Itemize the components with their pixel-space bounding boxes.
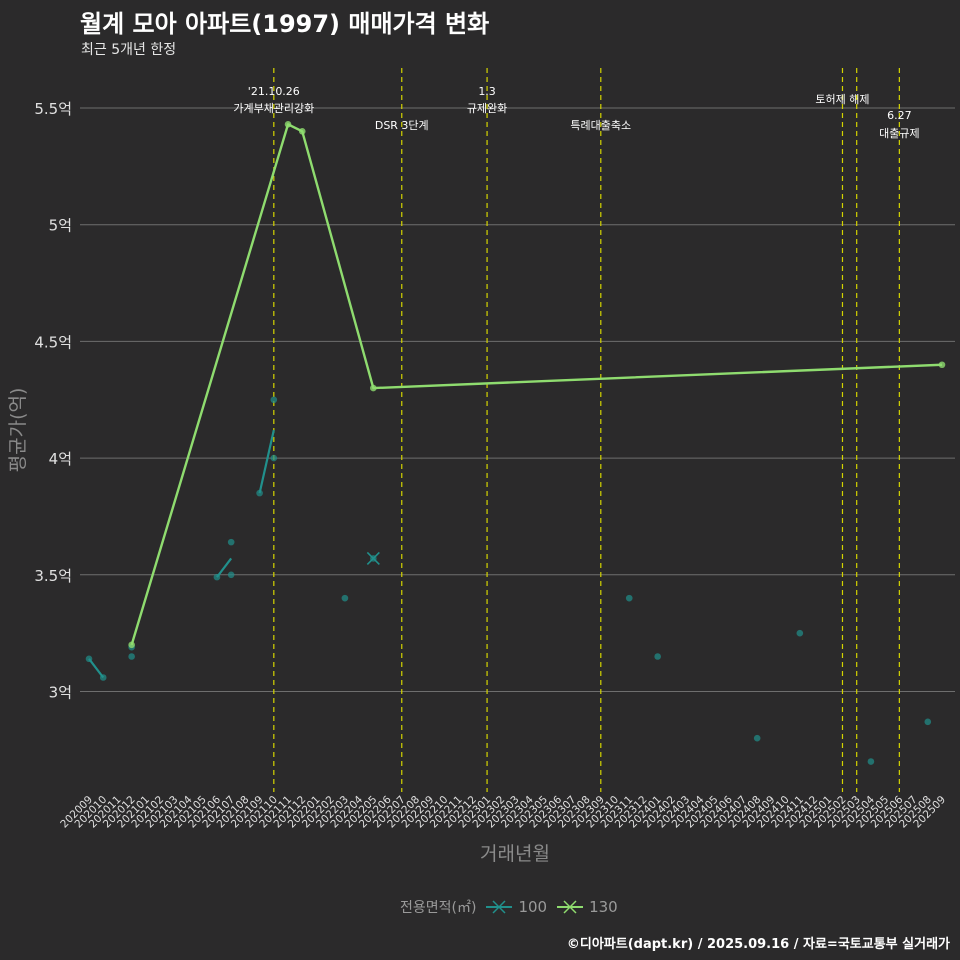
data-point-130 bbox=[298, 128, 306, 135]
data-marker-x bbox=[366, 551, 380, 566]
data-point-100 bbox=[128, 653, 135, 660]
series-line-100 bbox=[258, 429, 275, 494]
data-point-100 bbox=[924, 718, 932, 726]
data-point-100 bbox=[270, 454, 278, 462]
data-point-100 bbox=[256, 489, 263, 497]
legend-key-100 bbox=[486, 900, 513, 914]
event-label: 가계부채관리강화 bbox=[233, 102, 314, 115]
data-point-100 bbox=[753, 734, 761, 742]
y-tick-label: 4억 bbox=[49, 450, 72, 468]
chart-title: 월계 모아 아파트(1997) 매매가격 변화 bbox=[80, 10, 490, 38]
data-point-100 bbox=[796, 629, 804, 637]
series-line-130 bbox=[130, 123, 943, 646]
legend-label-130: 130 bbox=[589, 898, 618, 916]
data-point-100 bbox=[625, 594, 633, 602]
legend-title: 전용면적(㎡) bbox=[400, 900, 477, 916]
source-caption: ©디아파트(dapt.kr) / 2025.09.16 / 자료=국토교통부 실… bbox=[566, 937, 950, 952]
event-label: '21.10.26 bbox=[248, 85, 300, 98]
event-label: 1.3 bbox=[478, 85, 496, 98]
series-line-100 bbox=[216, 557, 233, 578]
event-label: 토허제 해제 bbox=[815, 92, 869, 106]
series-line-100 bbox=[88, 658, 105, 679]
event-label: 대출규제 bbox=[879, 127, 919, 140]
legend-key-130 bbox=[557, 900, 584, 914]
legend-label-100: 100 bbox=[518, 898, 548, 916]
data-point-100 bbox=[227, 571, 235, 579]
legend: 전용면적(㎡) 100 130 bbox=[400, 897, 618, 917]
data-point-100 bbox=[99, 674, 107, 681]
data-point-100 bbox=[654, 653, 661, 660]
chart-subtitle: 최근 5개년 한정 bbox=[81, 42, 177, 58]
x-axis-title: 거래년월 bbox=[480, 843, 550, 865]
y-tick-label: 5.5억 bbox=[34, 100, 72, 118]
event-label: DSR 3단계 bbox=[375, 119, 429, 132]
data-point-100 bbox=[341, 594, 349, 602]
data-point-100 bbox=[213, 573, 221, 581]
data-point-100 bbox=[270, 396, 278, 404]
y-axis-title: 평균가(억) bbox=[7, 388, 29, 473]
data-point-130 bbox=[938, 361, 946, 369]
data-point-130 bbox=[284, 121, 292, 128]
data-point-130 bbox=[370, 384, 377, 392]
event-label: 특례대출축소 bbox=[570, 119, 631, 132]
event-label: 규제완화 bbox=[467, 102, 507, 115]
y-tick-label: 5억 bbox=[49, 217, 72, 235]
data-point-100 bbox=[867, 758, 875, 765]
data-point-130 bbox=[128, 641, 135, 649]
event-label: 6.27 bbox=[887, 109, 912, 122]
y-tick-label: 3억 bbox=[49, 684, 72, 702]
y-tick-label: 4.5억 bbox=[34, 333, 72, 351]
y-tick-label: 3.5억 bbox=[34, 567, 72, 585]
data-point-100 bbox=[85, 655, 93, 663]
data-point-100 bbox=[227, 538, 235, 546]
